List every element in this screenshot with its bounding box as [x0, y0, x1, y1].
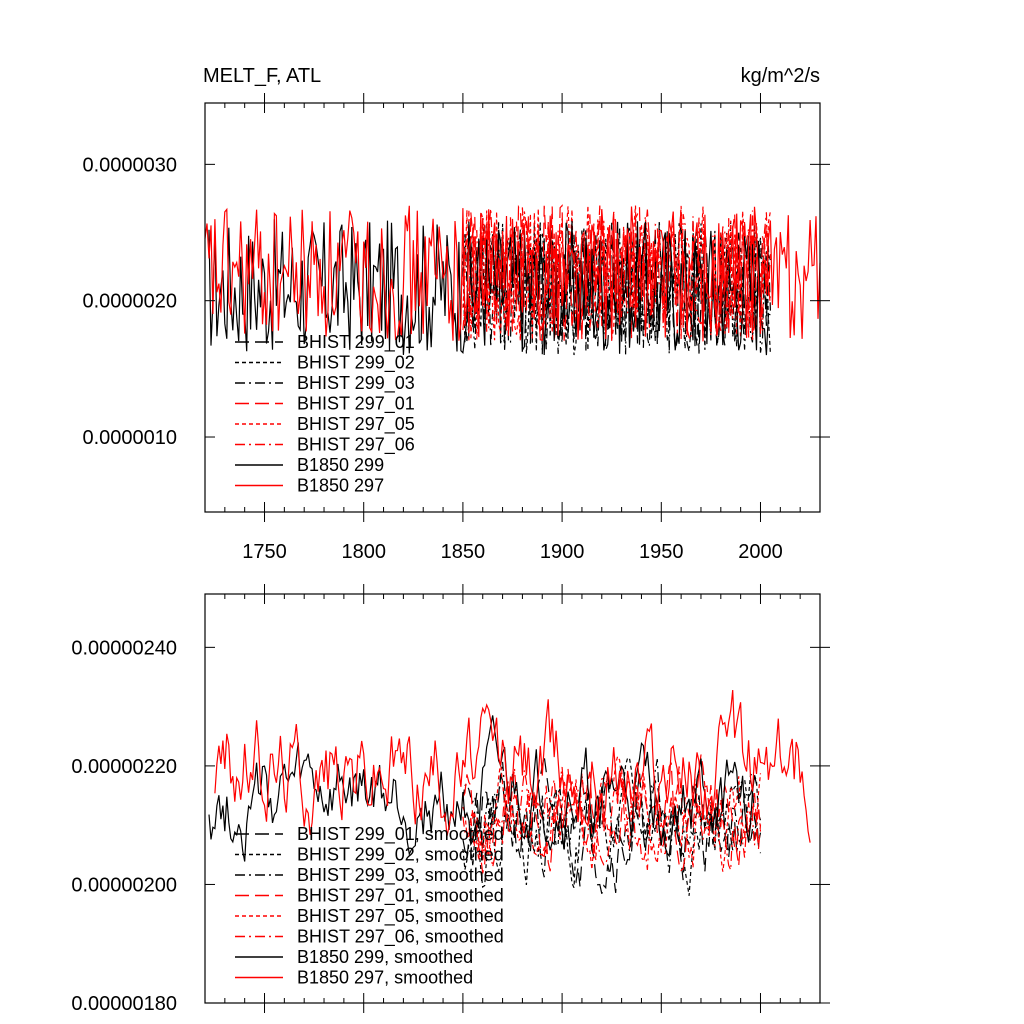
- axis-ticks: 1750 1800 1850 1900 1950 2000 0.0000010 0.00000…: [82, 93, 830, 563]
- x-tick-label: 1850: [441, 541, 486, 563]
- legend-label: B1850 299, smoothed: [297, 947, 473, 967]
- series-group: [204, 204, 821, 356]
- legend-label: BHIST 299_02, smoothed: [297, 845, 504, 866]
- y-tick-label: 0.00000200: [71, 874, 177, 896]
- chart-title: MELT_F, ATL: [203, 65, 321, 87]
- legend-label: BHIST 299_01, smoothed: [297, 824, 504, 845]
- chart-units: kg/m^2/s: [741, 65, 820, 87]
- series-line-0: [462, 756, 762, 894]
- x-tick-label: 2000: [738, 541, 783, 563]
- legend-label: B1850 297, smoothed: [297, 968, 473, 988]
- series-line-3: [462, 754, 762, 874]
- y-tick-label: 0.0000030: [82, 154, 177, 176]
- legend-label: BHIST 297_01, smoothed: [297, 886, 504, 907]
- series-group: [208, 689, 811, 896]
- legend-label: BHIST 297_06, smoothed: [297, 927, 504, 948]
- x-tick-label: 1800: [341, 541, 386, 563]
- series-line-6: [208, 219, 771, 356]
- y-tick-label: 0.0000010: [82, 427, 177, 449]
- series-line-7: [204, 205, 821, 342]
- legend-label: BHIST 299_03, smoothed: [297, 865, 504, 886]
- legend-label: BHIST 299_03: [297, 373, 415, 394]
- series-line-5: [462, 207, 771, 341]
- legend-label: BHIST 297_01: [297, 394, 415, 415]
- legend-label: BHIST 299_02: [297, 353, 415, 374]
- legend-label: BHIST 297_06: [297, 435, 415, 456]
- series-line-7: [214, 689, 811, 843]
- x-tick-label: 1900: [540, 541, 585, 563]
- y-tick-label: 0.00000240: [71, 637, 177, 659]
- series-line-4: [462, 205, 771, 342]
- legend-label: B1850 299: [297, 455, 384, 475]
- plot-frame: [204, 593, 821, 1004]
- y-tick-label: 0.00000220: [71, 756, 177, 778]
- legend-label: BHIST 297_05: [297, 414, 415, 435]
- plot-frame: [204, 102, 821, 513]
- legend-label: B1850 297: [297, 476, 384, 496]
- y-tick-label: 0.0000020: [82, 291, 177, 313]
- series-line-1: [462, 219, 771, 356]
- y-tick-label: 0.00000180: [71, 993, 177, 1015]
- x-tick-label: 1950: [639, 541, 684, 563]
- series-line-5: [462, 766, 762, 871]
- x-tick-label: 1750: [242, 541, 287, 563]
- axis-ticks: 0.00000180 0.00000200 0.00000220 0.00000240: [71, 584, 830, 1015]
- panel-top: MELT_F, ATL kg/m^2/s 1750 1800 1850 1900 195…: [82, 65, 830, 563]
- series-line-4: [462, 754, 762, 872]
- legend-label: BHIST 297_05, smoothed: [297, 906, 504, 927]
- panel-bottom: 0.00000180 0.00000200 0.00000220 0.00000240…: [71, 584, 830, 1015]
- legend-label: BHIST 299_01: [297, 332, 415, 353]
